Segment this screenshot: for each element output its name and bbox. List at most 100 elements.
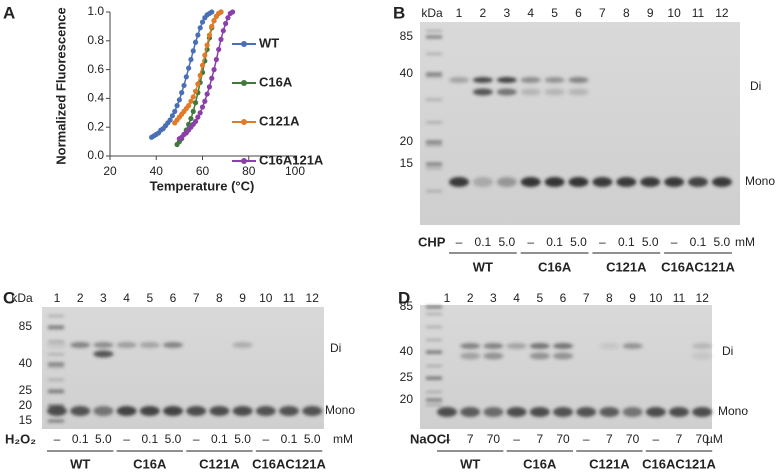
treatment-label: NaOCl (410, 431, 450, 446)
band (483, 407, 504, 417)
data-point (186, 103, 192, 109)
band (437, 407, 457, 417)
dose-label: 5.0 (234, 432, 251, 446)
data-point (209, 75, 215, 81)
group-label: WT (460, 456, 480, 471)
dose-label: – (456, 235, 463, 249)
ladder-band (426, 30, 442, 32)
band (232, 406, 253, 416)
lane-number: 7 (599, 6, 606, 20)
dose-label: – (583, 432, 590, 446)
group-label: WT (473, 259, 493, 274)
band (70, 342, 91, 348)
lane-number: 4 (527, 6, 534, 20)
lane-number: 8 (606, 291, 613, 305)
band (70, 406, 91, 416)
band (186, 406, 207, 416)
dose-label: 0.1 (546, 235, 563, 249)
data-point (167, 117, 173, 123)
ladder-band (426, 365, 442, 367)
data-point (169, 113, 176, 119)
legend-label: C16A (259, 74, 293, 89)
data-point (190, 108, 196, 114)
y-tick-label: 0.0 (87, 148, 104, 162)
ladder-band (426, 398, 442, 402)
ladder-band (426, 35, 442, 39)
lane-number: 2 (77, 291, 84, 305)
band (520, 77, 541, 83)
data-point (188, 115, 194, 122)
data-point (216, 46, 222, 53)
band (622, 343, 643, 349)
ladder-band (48, 325, 64, 329)
dose-unit: mM (333, 432, 353, 446)
dose-label: – (652, 432, 659, 446)
treatment-label: CHP (418, 234, 446, 249)
band (568, 177, 589, 187)
dose-label: 7 (467, 432, 474, 446)
x-tick-label: 20 (103, 164, 117, 178)
lane-number: 8 (216, 291, 223, 305)
marker-label: 85 (400, 29, 414, 43)
marker-label: 15 (400, 156, 414, 170)
ladder-band (48, 404, 64, 407)
dose-label: 7 (536, 432, 543, 446)
lane-number: 2 (480, 6, 487, 20)
group-label: WT (70, 456, 90, 471)
ladder-band (48, 419, 64, 423)
dose-label: – (54, 432, 61, 446)
band (692, 343, 713, 349)
band (544, 177, 565, 187)
band (553, 352, 573, 360)
band (449, 177, 469, 187)
data-point (176, 97, 182, 103)
lane-number: 9 (629, 291, 636, 305)
band (664, 177, 685, 187)
group-label: C16AC121A (252, 456, 326, 471)
data-point (179, 90, 185, 96)
ladder-band (426, 391, 442, 393)
group-label: C121A (589, 456, 630, 471)
lane-number: 12 (696, 291, 710, 305)
x-tick-label: 40 (150, 164, 164, 178)
data-point (225, 15, 231, 21)
band (553, 407, 573, 417)
band-label: Mono (325, 403, 355, 417)
lane-number: 10 (667, 6, 681, 20)
data-point (195, 32, 201, 38)
band (622, 407, 643, 417)
band (592, 177, 613, 187)
band (616, 177, 637, 187)
band (139, 342, 160, 348)
lane-number: 10 (259, 291, 273, 305)
y-tick-label: 1.0 (87, 4, 104, 18)
data-point (192, 39, 199, 45)
marker-label: 85 (400, 299, 414, 313)
lane-number: 6 (560, 291, 567, 305)
ladder-band (48, 315, 64, 317)
ladder-band (48, 391, 64, 394)
ladder-band (426, 162, 442, 166)
marker-label: 40 (400, 344, 414, 358)
lane-number: 2 (467, 291, 474, 305)
ladder-band (48, 327, 64, 330)
lane-number: 4 (513, 291, 520, 305)
ladder-band (426, 190, 442, 193)
dose-label: 70 (556, 432, 570, 446)
band (496, 77, 517, 83)
data-point (197, 25, 203, 31)
marker-label: 20 (400, 134, 414, 148)
group-label: C16AC121A (661, 259, 735, 274)
dose-label: 0.1 (72, 432, 89, 446)
panel-letter: A (3, 3, 15, 22)
legend-marker (241, 80, 247, 86)
panel-letter: C (3, 288, 15, 307)
data-point (192, 100, 199, 106)
band (460, 407, 481, 417)
dose-label: 0.1 (141, 432, 158, 446)
data-point (186, 65, 192, 71)
gel-image (420, 22, 740, 225)
data-point (202, 52, 208, 58)
band (640, 177, 661, 187)
lane-number: 10 (649, 291, 663, 305)
